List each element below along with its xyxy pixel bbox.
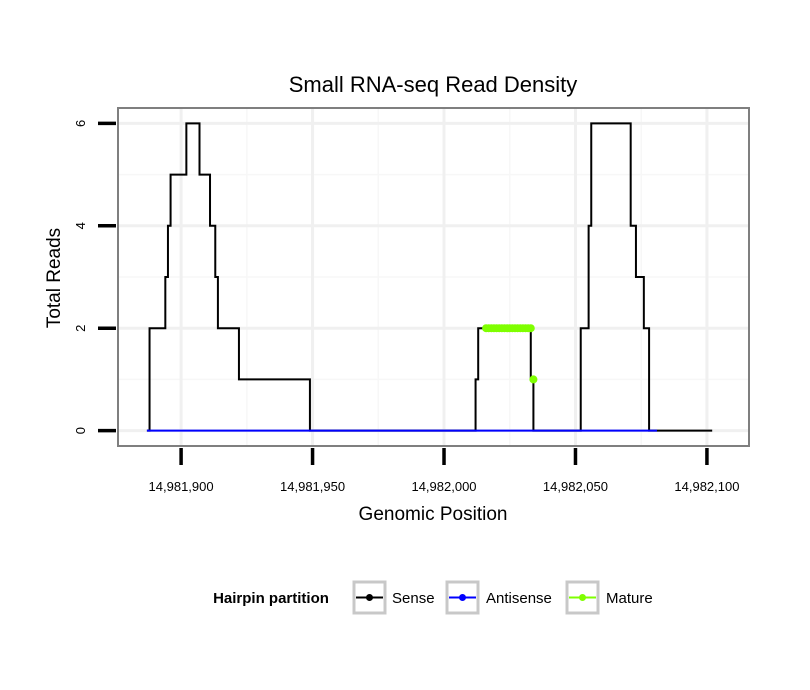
legend-item-sense: Sense — [352, 580, 435, 615]
mature-point — [526, 324, 535, 333]
legend-dot-sense — [366, 594, 373, 601]
x-tick-label: 14,981,900 — [149, 479, 214, 494]
y-tick-label: 6 — [73, 120, 88, 127]
y-tick-label: 0 — [73, 427, 88, 434]
x-tick-label: 14,981,950 — [280, 479, 345, 494]
y-axis-title: Total Reads — [44, 228, 65, 328]
legend-item-antisense: Antisense — [445, 580, 552, 615]
legend-label-sense: Sense — [392, 590, 435, 607]
x-tick-label: 14,982,000 — [411, 479, 476, 494]
chart-title: Small RNA-seq Read Density — [289, 72, 578, 97]
y-tick-label: 4 — [73, 222, 88, 229]
mature-point — [529, 375, 538, 384]
legend-item-mature: Mature — [565, 580, 653, 615]
x-tick-label: 14,982,050 — [543, 479, 608, 494]
series-layer — [146, 122, 713, 432]
axes: 14,981,900 14,981,950 14,982,000 14,982,050… — [73, 120, 739, 494]
x-axis-title: Genomic Position — [359, 504, 508, 525]
legend-label-mature: Mature — [606, 590, 653, 607]
legend-label-antisense: Antisense — [486, 590, 552, 607]
legend: Hairpin partition Sense Antisense Mature — [213, 580, 653, 615]
legend-title: Hairpin partition — [213, 590, 329, 607]
y-tick-label: 2 — [73, 325, 88, 332]
x-tick-label: 14,982,100 — [674, 479, 739, 494]
legend-dot-antisense — [459, 594, 466, 601]
legend-dot-mature — [579, 594, 586, 601]
